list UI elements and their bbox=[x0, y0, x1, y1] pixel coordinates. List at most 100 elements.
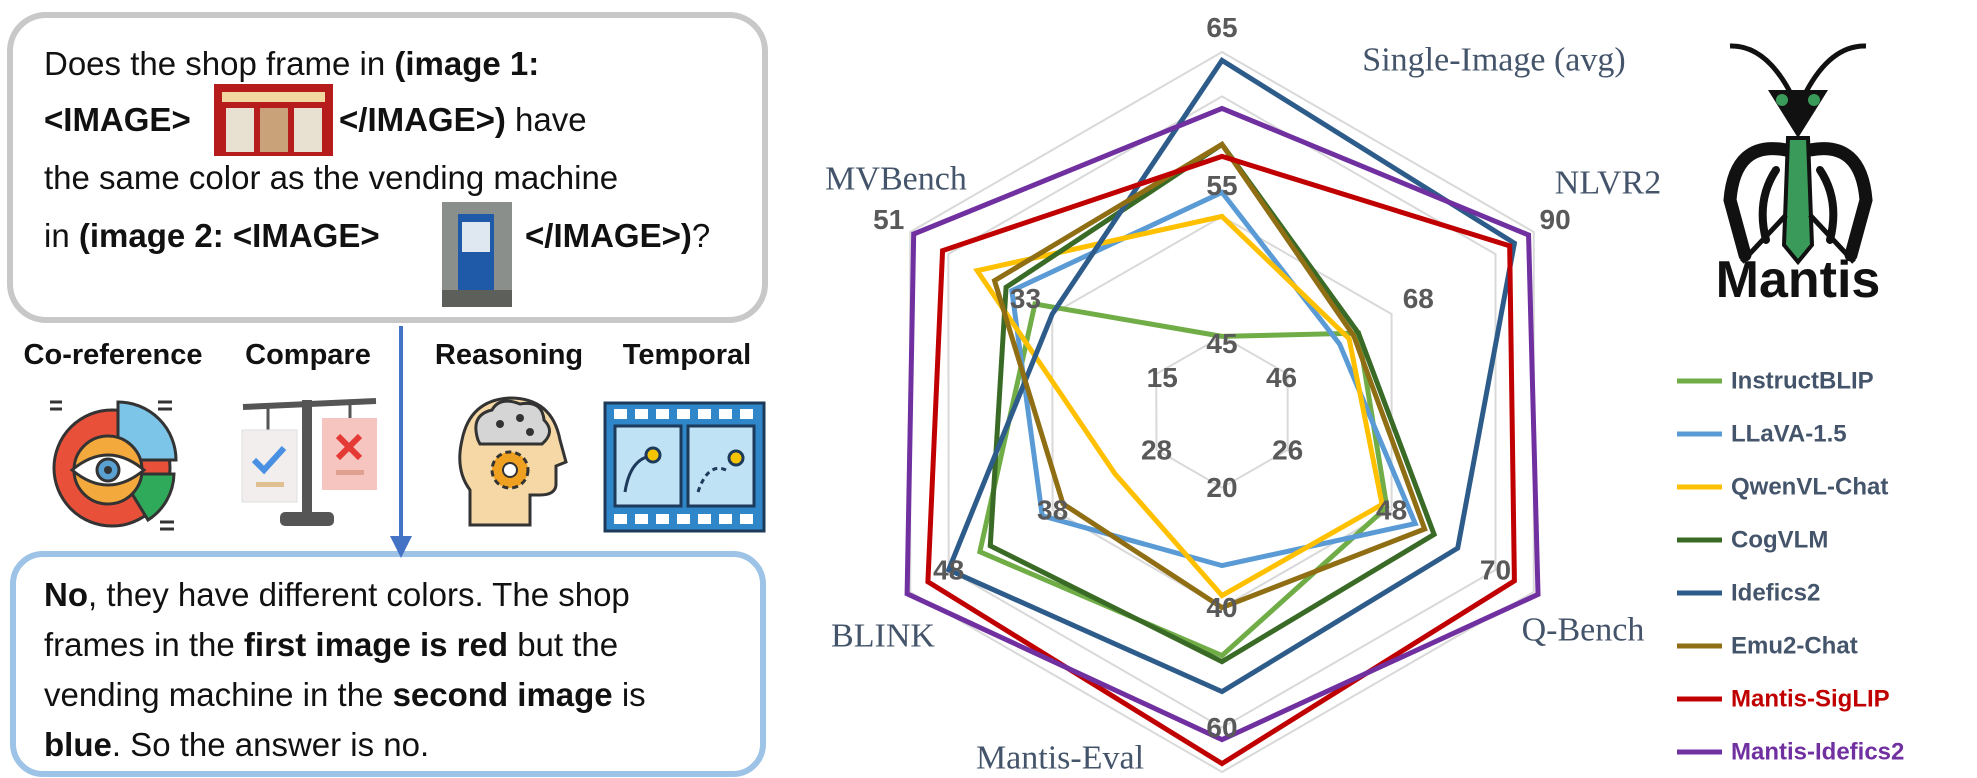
temporal-icon-part bbox=[635, 514, 648, 524]
question-line: the same color as the vending machine bbox=[44, 156, 618, 200]
temporal-icon-part bbox=[614, 409, 627, 419]
temporal-icon-part bbox=[719, 409, 732, 419]
answer-text: first image is red bbox=[243, 626, 509, 663]
compare-icon bbox=[241, 398, 377, 526]
coreference-icon-part bbox=[104, 466, 112, 474]
compare-icon-part bbox=[280, 512, 334, 526]
temporal-icon-part bbox=[686, 424, 756, 508]
logo-text: Mantis bbox=[1716, 251, 1881, 309]
question-text: Does the shop frame in bbox=[44, 45, 386, 82]
mantis-logo-part bbox=[1723, 142, 1873, 262]
shop-image bbox=[214, 84, 333, 156]
reasoning-icon bbox=[458, 396, 568, 527]
answer-line: frames in the first image is red but the bbox=[44, 623, 618, 667]
temporal-icon-part bbox=[740, 409, 753, 419]
legend-label: Mantis-Idefics2 bbox=[1731, 739, 1904, 766]
answer-text: but the bbox=[517, 626, 619, 663]
mantis-logo-part bbox=[1729, 43, 1867, 94]
series-line bbox=[945, 56, 1518, 695]
series-line bbox=[973, 213, 1385, 599]
temporal-icon-part bbox=[719, 514, 732, 524]
grid-ring bbox=[909, 50, 1535, 774]
answer-text: blue bbox=[44, 726, 112, 763]
radar-chart: 45 55 65 46 68 90 26 48 70 20 40 60 28 38 48 15 33 51 Sing… bbox=[825, 12, 1904, 776]
temporal-icon-part bbox=[727, 449, 745, 467]
tick-label: 33 bbox=[1010, 283, 1041, 314]
coreference-icon bbox=[50, 400, 178, 531]
tick-label: 60 bbox=[1206, 712, 1237, 743]
question-line: in (image 2: <IMAGE> bbox=[44, 214, 380, 258]
grid-ring bbox=[947, 95, 1497, 729]
axis-name: BLINK bbox=[831, 618, 935, 655]
vending-image-part bbox=[462, 222, 490, 252]
question-text: have bbox=[515, 101, 587, 138]
temporal-icon-part bbox=[696, 466, 727, 493]
answer-line: blue. So the answer is no. bbox=[44, 723, 429, 767]
tick-label: 40 bbox=[1206, 592, 1237, 623]
tick-label: 65 bbox=[1206, 12, 1237, 43]
shop-image-part bbox=[294, 108, 322, 152]
question-text: </IMAGE>) bbox=[339, 101, 506, 138]
skill-label: Temporal bbox=[623, 339, 751, 371]
skill-label: Reasoning bbox=[435, 339, 583, 371]
question-line: </IMAGE>)? bbox=[525, 214, 710, 258]
reasoning-icon-part bbox=[516, 414, 524, 422]
axis-name: Mantis-Eval bbox=[976, 740, 1144, 777]
mantis-logo-part bbox=[1781, 136, 1815, 266]
question-text: the same color as the vending machine bbox=[44, 159, 619, 196]
series-line bbox=[1009, 189, 1419, 569]
legend-label: CogVLM bbox=[1731, 527, 1828, 554]
series-line bbox=[925, 153, 1517, 767]
tick-label: 90 bbox=[1540, 204, 1571, 235]
compare-icon-part bbox=[322, 418, 377, 490]
question-box bbox=[7, 12, 768, 323]
tick-label: 38 bbox=[1037, 494, 1068, 525]
temporal-icon-part bbox=[635, 409, 648, 419]
temporal-icon-part bbox=[656, 409, 669, 419]
tick-label: 46 bbox=[1266, 362, 1297, 393]
shop-image-part bbox=[226, 108, 254, 152]
answer-text: No bbox=[44, 576, 88, 613]
shop-image-part bbox=[260, 108, 288, 152]
question-line: <IMAGE> bbox=[44, 98, 191, 142]
mantis-logo-part bbox=[1740, 213, 1856, 264]
tick-label: 45 bbox=[1206, 328, 1237, 359]
skill-label: Compare bbox=[245, 339, 371, 371]
answer-text: . So the answer is no. bbox=[111, 726, 430, 763]
legend-label: InstructBLIP bbox=[1731, 368, 1874, 395]
tick-label: 55 bbox=[1206, 170, 1237, 201]
answer-text: vending machine in the bbox=[44, 676, 384, 713]
axis-name: Q-Bench bbox=[1522, 612, 1645, 649]
mantis-logo bbox=[1723, 43, 1873, 266]
coreference-icon-part bbox=[50, 400, 174, 531]
series-line bbox=[991, 141, 1428, 611]
question-text: ? bbox=[691, 217, 711, 254]
vending-image bbox=[442, 202, 512, 307]
temporal-icon-part bbox=[614, 514, 627, 524]
question-text: (image 2: <IMAGE> bbox=[78, 217, 380, 254]
vending-image-part bbox=[442, 290, 512, 307]
answer-text: second image bbox=[392, 676, 613, 713]
compare-icon-part bbox=[336, 470, 364, 475]
compare-icon-part bbox=[335, 433, 363, 461]
answer-line: No, they have different colors. The shop bbox=[44, 573, 630, 617]
tick-label: 68 bbox=[1403, 283, 1434, 314]
skill-label: Co-reference bbox=[24, 339, 203, 371]
mantis-logo-part bbox=[1758, 166, 1838, 244]
tick-label: 26 bbox=[1272, 434, 1303, 465]
temporal-icon-part bbox=[698, 409, 711, 419]
answer-line: vending machine in the second image is bbox=[44, 673, 646, 717]
question-line: </IMAGE>) have bbox=[339, 98, 587, 142]
answer-box bbox=[10, 551, 766, 777]
tick-label: 20 bbox=[1206, 472, 1237, 503]
question-text: (image 1: bbox=[394, 45, 540, 82]
question-text: <IMAGE> bbox=[44, 101, 191, 138]
legend-label: Emu2-Chat bbox=[1731, 633, 1858, 660]
question-text: in bbox=[44, 217, 70, 254]
answer-text: frames in the bbox=[44, 626, 235, 663]
grid-ring bbox=[1155, 335, 1289, 489]
answer-text: is bbox=[621, 676, 646, 713]
legend-label: LLaVA-1.5 bbox=[1731, 421, 1847, 448]
